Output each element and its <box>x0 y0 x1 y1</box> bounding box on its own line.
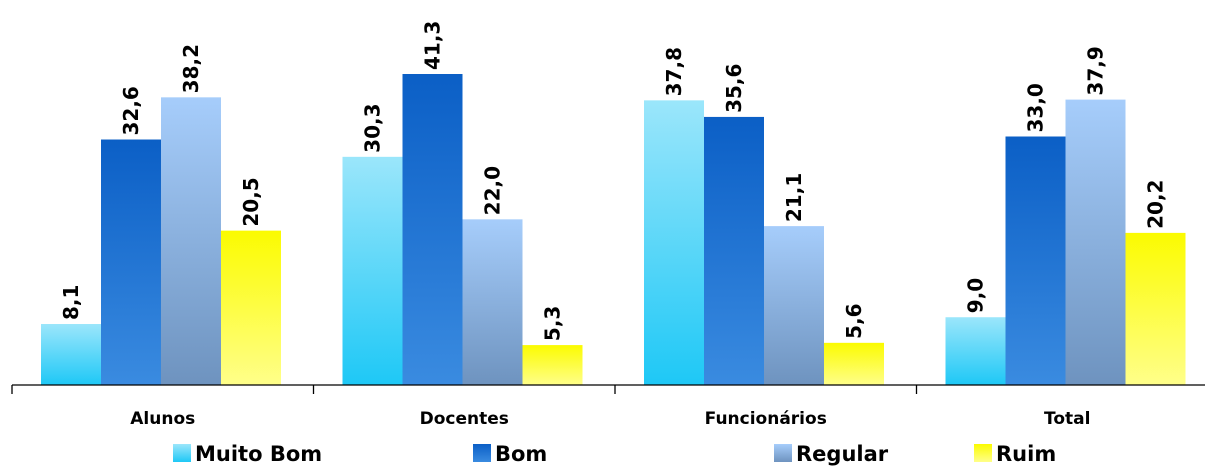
data-label-bom-1: 41,3 <box>421 21 445 70</box>
bar-ruim-1 <box>522 345 583 385</box>
data-label-ruim-0: 20,5 <box>239 177 263 226</box>
category-label-2: Funcionários <box>705 409 827 429</box>
bar-regular-3 <box>1065 99 1126 385</box>
bar-muito-bom-2 <box>644 100 704 386</box>
legend-label-bom: Bom <box>495 442 547 466</box>
data-label-muito-bom-2: 37,8 <box>662 47 686 96</box>
legend-label-muito-bom: Muito Bom <box>195 442 322 466</box>
value-labels-group: 8,1 32,6 38,2 20,5 30,3 41,3 22,0 5,3 37,8 35,6 21… <box>59 21 1168 341</box>
bar-ruim-3 <box>1125 232 1186 385</box>
data-label-bom-3: 33,0 <box>1024 83 1048 132</box>
bar-bom-3 <box>1005 136 1066 385</box>
category-labels-group: Alunos Docentes Funcionários Total <box>130 409 1090 429</box>
data-label-regular-2: 21,1 <box>782 173 806 222</box>
legend-swatch-ruim <box>974 444 992 462</box>
bar-bom-2 <box>704 116 764 385</box>
data-label-regular-0: 38,2 <box>179 44 203 93</box>
data-label-regular-3: 37,9 <box>1084 46 1108 95</box>
data-label-bom-0: 32,6 <box>119 86 143 135</box>
data-label-regular-1: 22,0 <box>481 166 505 215</box>
legend-label-ruim: Ruim <box>996 442 1056 466</box>
data-label-ruim-2: 5,6 <box>842 303 866 338</box>
category-label-3: Total <box>1044 409 1090 429</box>
bar-muito-bom-1 <box>342 156 403 385</box>
category-label-0: Alunos <box>130 409 195 429</box>
bars-group <box>41 74 1186 386</box>
x-axis-ticks <box>11 385 918 394</box>
data-label-muito-bom-1: 30,3 <box>361 103 385 152</box>
legend-label-regular: Regular <box>796 442 889 466</box>
data-label-bom-2: 35,6 <box>722 64 746 113</box>
data-label-muito-bom-0: 8,1 <box>59 285 83 320</box>
bar-regular-1 <box>462 219 523 385</box>
data-label-ruim-1: 5,3 <box>541 306 565 341</box>
bar-ruim-2 <box>824 342 884 385</box>
bar-regular-2 <box>764 226 824 385</box>
bar-bom-0 <box>101 139 161 385</box>
legend-swatch-regular <box>774 444 792 462</box>
bar-regular-0 <box>161 97 221 386</box>
bar-ruim-0 <box>221 230 281 385</box>
bar-muito-bom-0 <box>41 324 101 385</box>
data-label-ruim-3: 20,2 <box>1144 180 1168 229</box>
data-label-muito-bom-3: 9,0 <box>964 278 988 313</box>
bar-bom-1 <box>402 74 463 385</box>
legend-swatch-muito-bom <box>173 444 191 462</box>
category-label-1: Docentes <box>420 409 509 429</box>
bar-muito-bom-3 <box>945 317 1006 385</box>
legend-swatch-bom <box>473 444 491 462</box>
legend: Muito Bom Bom Regular Ruim <box>173 442 1056 466</box>
